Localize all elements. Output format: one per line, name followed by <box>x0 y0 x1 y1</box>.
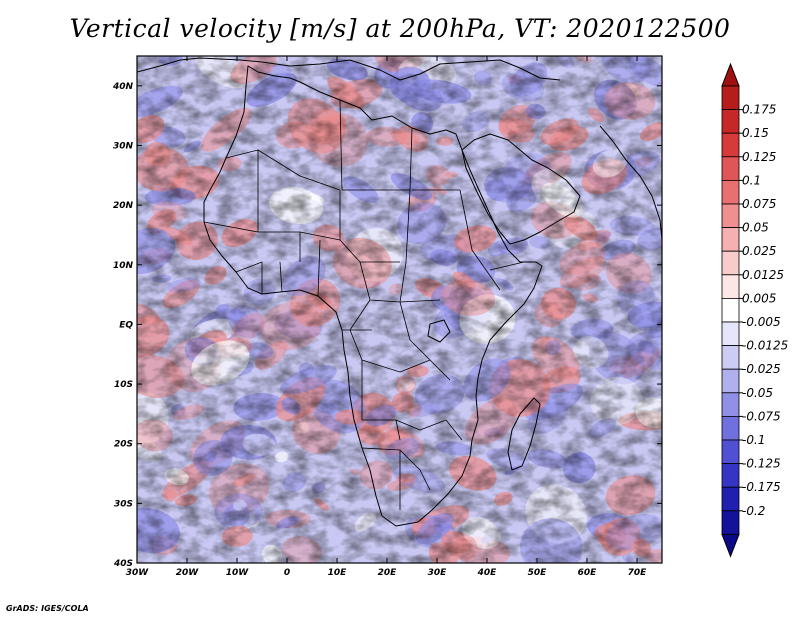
colorbar-bin <box>721 486 740 512</box>
colorbar-label: -0.025 <box>742 362 781 376</box>
axis-labels: 30W 20W 10W 0 10E 20E 30E 40E 50E 60E 70E 40N 30N 20N… <box>112 82 647 578</box>
colorbar-label: 0.025 <box>742 244 776 258</box>
lat-tick-label: 40N <box>112 82 134 92</box>
lat-tick-label: 30S <box>114 499 133 509</box>
lon-tick-label: 70E <box>628 568 648 578</box>
colorbar-label: 0.1 <box>742 173 761 187</box>
lat-tick-label: 10N <box>113 261 134 271</box>
colorbar-label: 0.05 <box>742 221 769 235</box>
colorbar-bin <box>721 250 740 276</box>
lat-tick-label: 20N <box>113 201 134 211</box>
colorbar-label: -0.125 <box>742 457 781 471</box>
lat-tick-label: 20S <box>114 440 133 450</box>
colorbar-bin <box>721 297 740 323</box>
lake-victoria <box>427 319 451 343</box>
colorbar-bin <box>721 274 740 299</box>
grads-credit: GrADS: IGES/COLA <box>6 604 89 613</box>
colorbar-bin <box>721 368 740 394</box>
europe-coastline <box>137 57 561 81</box>
colorbar-bin <box>721 321 740 347</box>
colorbar-bin <box>721 439 740 465</box>
lon-tick-label: 40E <box>477 568 498 578</box>
colorbar-bottom-triangle <box>721 533 740 558</box>
colorbar-label: 0.125 <box>742 150 776 164</box>
lon-tick-label: 0 <box>284 568 290 578</box>
colorbar-label: -0.05 <box>742 386 773 400</box>
arabia-coastline <box>461 133 581 245</box>
colorbar-bin <box>721 203 740 229</box>
colorbar-label: -0.0125 <box>742 339 788 353</box>
madagascar-coastline <box>507 397 541 471</box>
colorbar-top-triangle <box>721 62 740 87</box>
lon-tick-label: 30E <box>428 568 448 578</box>
lon-tick-label: 20E <box>378 568 398 578</box>
map-frame <box>136 55 663 564</box>
field-texture <box>137 56 662 563</box>
velocity-field <box>137 56 662 563</box>
colorbar-bin <box>721 415 740 441</box>
lat-tick-label: EQ <box>119 320 133 330</box>
colorbar-bin <box>721 132 740 158</box>
colorbar-label: -0.1 <box>742 433 765 447</box>
colorbar-bin <box>721 392 740 417</box>
colorbar-label: -0.075 <box>742 409 781 423</box>
country-borders <box>203 99 525 510</box>
colorbar-bin <box>721 179 740 205</box>
lat-tick-label: 10S <box>114 380 133 390</box>
colorbar-bin <box>721 463 740 488</box>
colorbar-bin <box>721 510 740 535</box>
lon-tick-label: 60E <box>578 568 598 578</box>
lat-tick-label: 30N <box>113 141 134 151</box>
colorbar-label: 0.175 <box>742 103 776 117</box>
lon-tick-label: 10W <box>226 568 250 578</box>
lon-tick-label: 20W <box>176 568 200 578</box>
lat-tick-label: 40S <box>113 559 133 569</box>
colorbar-bin <box>721 345 740 370</box>
colorbar-bin <box>721 227 740 252</box>
lon-tick-label: 50E <box>528 568 548 578</box>
colorbar-label: 0.075 <box>742 197 776 211</box>
colorbar: 0.175 0.15 0.125 0.1 0.075 0.05 0.025 0.0125 0.0… <box>721 62 788 558</box>
colorbar-label: 0.0125 <box>742 268 784 282</box>
colorbar-bin <box>721 156 740 181</box>
colorbar-bin <box>721 85 740 111</box>
map-title: Vertical velocity [m/s] at 200hPa, VT: 2… <box>69 14 731 43</box>
colorbar-label: 0.005 <box>742 291 776 305</box>
colorbar-bin <box>721 109 740 134</box>
colorbar-label: -0.175 <box>742 480 781 494</box>
africa-coastline <box>203 65 543 527</box>
axis-ticks <box>136 56 662 564</box>
lon-tick-label: 30W <box>126 568 150 578</box>
india-coastline <box>599 125 662 241</box>
colorbar-label: 0.15 <box>742 126 769 140</box>
lon-tick-label: 10E <box>328 568 348 578</box>
colorbar-label: -0.005 <box>742 315 781 329</box>
colorbar-label: -0.2 <box>742 504 765 518</box>
coastlines-and-borders <box>137 57 662 527</box>
